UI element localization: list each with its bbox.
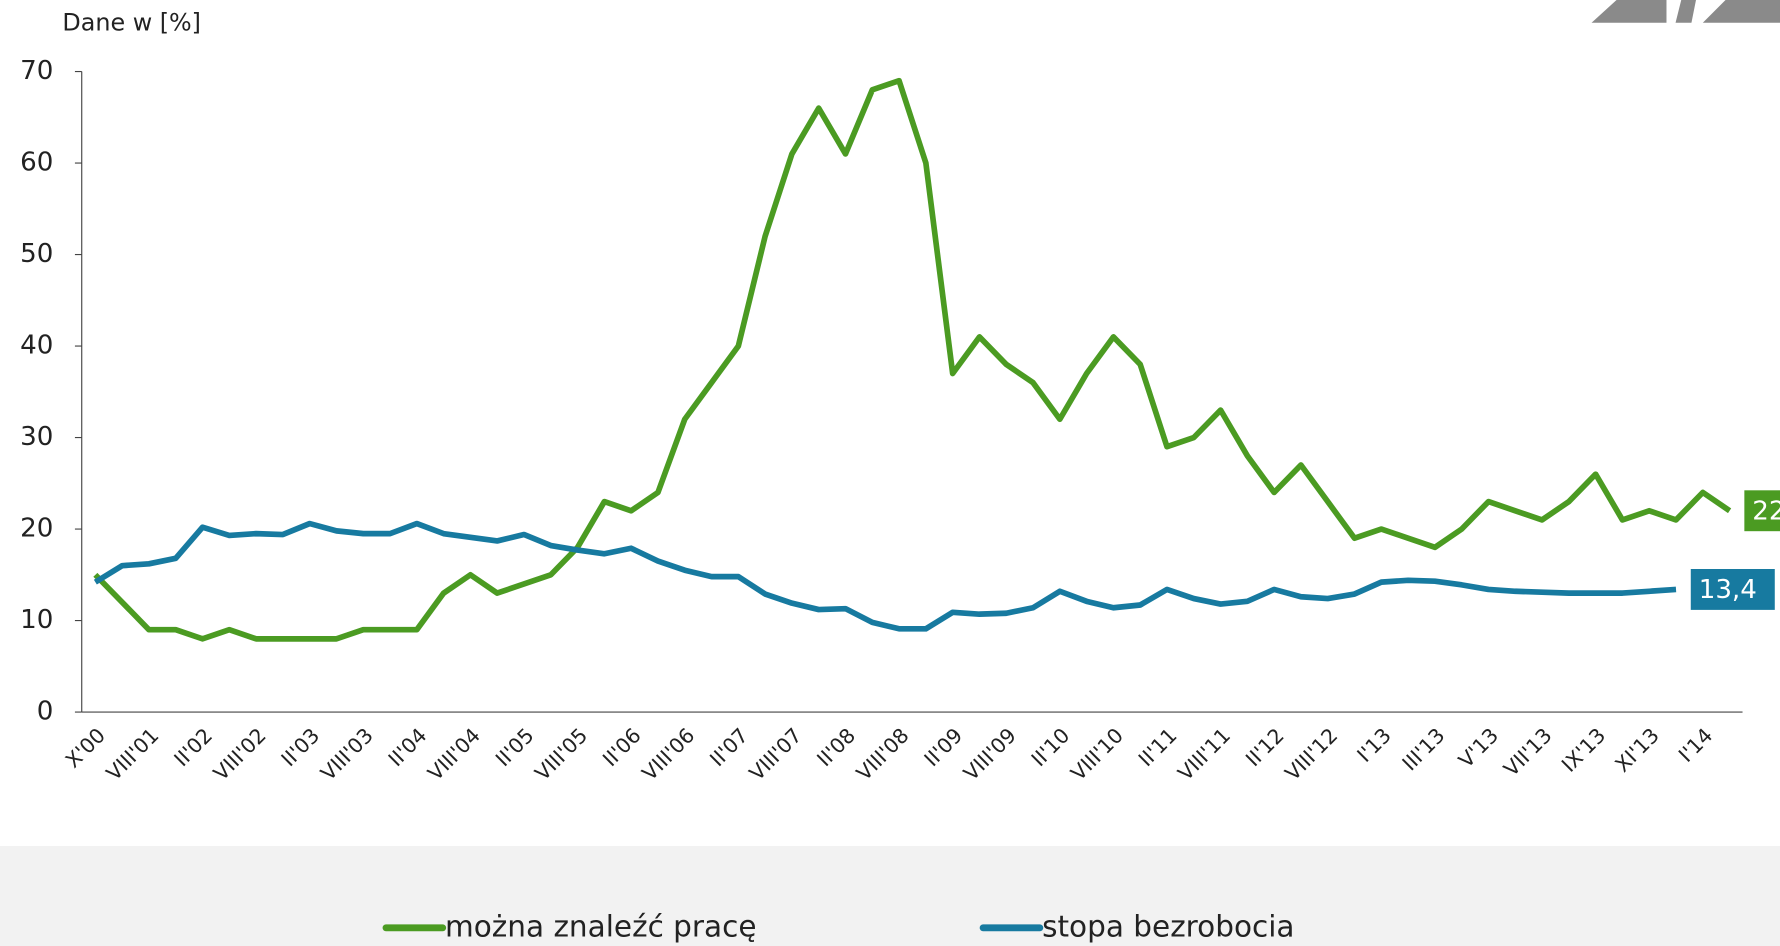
x-tick-label: IX'13 (1557, 723, 1610, 776)
x-tick-label: VIII'03 (316, 723, 378, 785)
x-tick-label: II'07 (705, 723, 753, 771)
x-tick-label: I'13 (1352, 723, 1396, 767)
x-tick-label: II'10 (1027, 723, 1075, 771)
x-tick-label: II'06 (598, 723, 646, 771)
legend-label: stopa bezrobocia (1042, 909, 1294, 943)
x-tick-label: I'14 (1674, 723, 1718, 767)
x-tick-label: VIII'09 (959, 723, 1021, 785)
legend-label: można znaleźć pracę (445, 909, 757, 943)
y-tick-label: 40 (20, 331, 53, 361)
x-tick-label: VIII'08 (852, 723, 914, 785)
x-tick-label: II'09 (919, 723, 967, 771)
value-label: 13,4 (1699, 575, 1757, 605)
x-tick-label: VIII'07 (745, 723, 807, 785)
series-line (93, 77, 1732, 642)
x-tick-label: VIII'11 (1173, 723, 1235, 785)
x-tick-label: VIII'02 (209, 723, 271, 785)
y-tick-label: 70 (20, 56, 53, 86)
legend-background (0, 846, 1780, 946)
x-tick-label: II'05 (491, 723, 539, 771)
value-label-box (1690, 569, 1775, 610)
x-tick-label: VIII'12 (1280, 723, 1342, 785)
x-tick-label: II'02 (169, 723, 217, 771)
y-tick-label: 60 (20, 148, 53, 178)
x-tick-label: II'12 (1241, 723, 1289, 771)
x-tick-label: V'13 (1454, 723, 1503, 772)
y-tick-label: 0 (37, 697, 54, 727)
value-label: 22 (1752, 496, 1780, 526)
x-tick-label: VIII'05 (530, 723, 592, 785)
x-tick-label: II'03 (276, 723, 324, 771)
y-axis-label: Dane w [%] (62, 8, 201, 36)
y-tick-label: 30 (20, 422, 53, 452)
x-tick-label: II'04 (384, 723, 432, 771)
value-label-box (1744, 490, 1780, 532)
y-tick-label: 20 (20, 514, 53, 544)
y-tick-label: 10 (20, 605, 53, 635)
x-tick-label: XI'13 (1610, 723, 1663, 776)
logo (1591, 0, 1780, 23)
x-tick-label: II'08 (812, 723, 860, 771)
x-tick-label: VIII'01 (102, 723, 164, 785)
x-tick-label: X'00 (61, 723, 110, 772)
y-tick-label: 50 (20, 239, 53, 269)
x-tick-label: II'11 (1134, 723, 1182, 771)
x-tick-label: VIII'04 (423, 723, 485, 785)
x-tick-label: VIII'06 (637, 723, 699, 785)
series-line (93, 520, 1677, 632)
x-tick-label: VIII'10 (1066, 723, 1128, 785)
x-tick-label: III'13 (1397, 723, 1449, 775)
x-tick-label: VII'13 (1499, 723, 1557, 781)
